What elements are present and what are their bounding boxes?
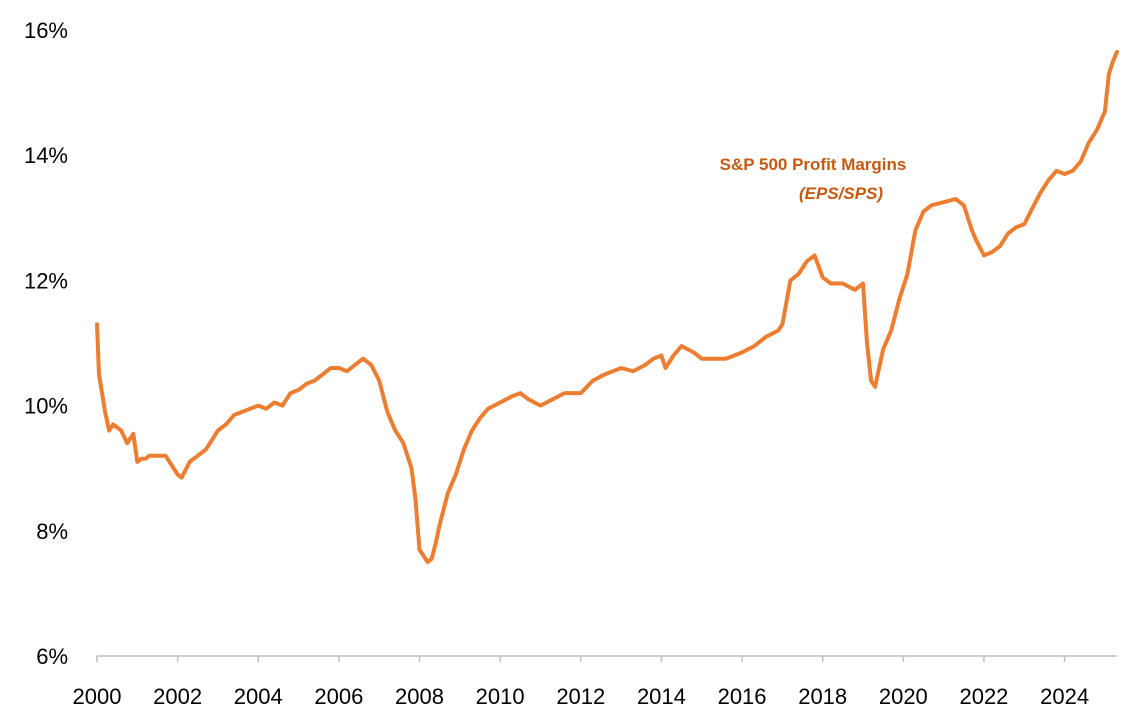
x-tick-label: 2000 — [73, 684, 122, 709]
x-tick-label: 2024 — [1040, 684, 1089, 709]
x-tick-label: 2018 — [798, 684, 847, 709]
y-tick-label: 14% — [24, 143, 68, 168]
x-tick-label: 2022 — [959, 684, 1008, 709]
series-annotation-subtitle: (EPS/SPS) — [799, 184, 883, 203]
y-tick-label: 10% — [24, 394, 68, 419]
y-tick-label: 16% — [24, 18, 68, 43]
y-tick-label: 8% — [36, 519, 68, 544]
x-tick-label: 2020 — [879, 684, 928, 709]
x-tick-label: 2004 — [234, 684, 283, 709]
x-tick-label: 2006 — [314, 684, 363, 709]
x-tick-label: 2012 — [556, 684, 605, 709]
x-tick-label: 2008 — [395, 684, 444, 709]
x-tick-label: 2016 — [718, 684, 767, 709]
y-axis-tick-labels: 6% 8% 10% 12% 14% 16% — [24, 18, 68, 669]
series-annotation-title: S&P 500 Profit Margins — [720, 155, 907, 174]
y-tick-label: 6% — [36, 644, 68, 669]
x-tick-label: 2010 — [476, 684, 525, 709]
x-tick-label: 2014 — [637, 684, 686, 709]
x-axis-ticks: 2000 2002 2004 2006 2008 2010 2012 2014 2016 2018… — [73, 656, 1089, 709]
profit-margin-series-line — [95, 49, 1119, 565]
x-tick-label: 2002 — [153, 684, 202, 709]
y-tick-label: 12% — [24, 268, 68, 293]
